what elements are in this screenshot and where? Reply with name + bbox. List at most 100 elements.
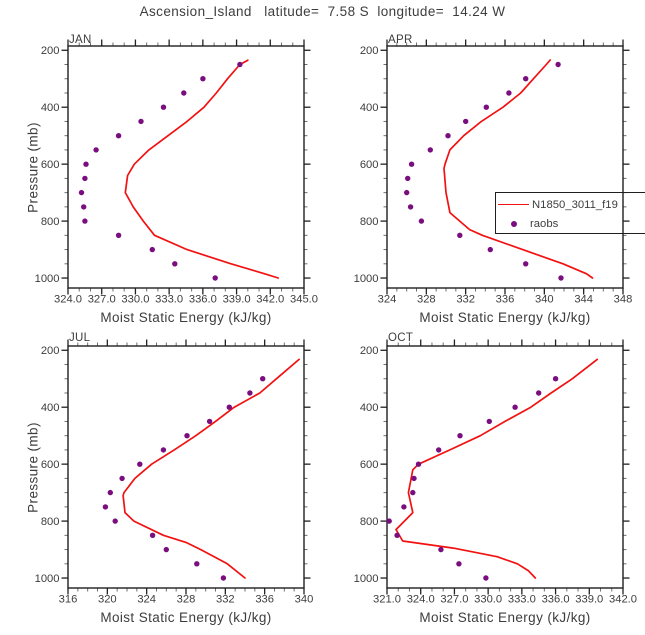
y-tick-label: 200 [360,45,379,57]
y-tick-label: 400 [41,102,60,114]
obs-dot [405,175,411,182]
obs-dot [160,447,167,453]
x-tick-label: 342.0 [609,594,637,606]
obs-dot [483,104,489,110]
x-tick-label: 348 [614,294,633,306]
x-tick-label: 328 [177,594,196,606]
y-tick-label: 600 [360,459,379,471]
x-tick-label: 320 [98,594,117,606]
obs-dot [523,261,529,267]
x-tick-label: 336 [255,594,274,606]
x-tick-label: 324 [137,594,156,606]
obs-dot [119,475,125,482]
obs-dot [401,504,407,510]
obs-dot [410,489,416,496]
obs-dot [438,546,444,553]
obs-dot [506,90,512,96]
obs-dot [427,147,433,153]
y-tick-label: 600 [360,159,379,171]
obs-dot [212,275,218,281]
obs-dot [260,376,266,382]
obs-dot [456,561,462,567]
x-tick-label: 332 [456,294,475,306]
x-tick-label: 333.0 [508,594,536,606]
x-tick-label: 336.0 [189,294,217,306]
obs-dot [107,489,114,496]
obs-dot [115,133,122,139]
legend-entry-raobs: raobs [496,214,645,233]
obs-dot [181,90,187,96]
x-tick-label: 339.0 [223,294,251,306]
obs-dot [237,61,243,68]
obs-dot [408,161,415,167]
obs-dot [523,76,529,82]
y-axis-title-bottom: Pressure (mb) [25,422,41,513]
x-tick-label: 332 [216,594,235,606]
obs-dot-sample-icon [511,220,517,227]
x-tick-label: 324 [378,294,397,306]
obs-dot [82,175,88,182]
obs-dot [487,246,493,253]
subplot-title-jan: JAN [69,34,92,46]
obs-dot [483,575,489,581]
x-tick-label: 333.0 [155,294,183,306]
obs-dot [82,218,88,224]
obs-dot [411,475,417,482]
obs-dot [536,390,542,396]
x-tick-label: 316 [59,594,78,606]
obs-dot [78,189,85,196]
obs-dot [112,518,118,524]
y-tick-label: 1000 [354,573,379,585]
y-tick-label: 400 [360,102,379,114]
model-line-oct [395,358,599,579]
obs-dot [407,204,414,210]
legend: N1850_3011_f19 raobs [495,192,645,234]
obs-dot [93,147,99,153]
subplot-jan: 324.0 327.0 330.0 333.0 336.0 339.0 342.0 345.0… [35,39,318,306]
obs-dot [386,518,392,524]
y-tick-label: 800 [41,516,60,528]
obs-dot [149,532,156,538]
x-axis-title-jan: Moist Static Energy (kJ/kg) [100,310,272,325]
obs-dot [226,404,232,410]
y-tick-label: 600 [41,459,60,471]
x-axis-title-oct: Moist Static Energy (kJ/kg) [419,610,591,625]
obs-dot [445,133,451,139]
y-tick-label: 1000 [35,273,60,285]
y-tick-label: 800 [360,216,379,228]
obs-dot [149,246,155,253]
y-tick-label: 400 [41,402,60,414]
model-line-jul [122,358,300,579]
x-tick-label: 328 [417,294,436,306]
figure-title: Ascension_Island latitude= 7.58 S longit… [139,4,506,19]
obs-dot [558,275,564,281]
y-tick-label: 1000 [354,273,379,285]
obs-dot [436,447,442,453]
subplot-title-apr: APR [388,34,413,46]
obs-dot [457,433,463,439]
x-tick-label: 345.0 [290,294,318,306]
subplot-title-jul: JUL [69,332,91,344]
obs-dot [418,218,425,224]
x-tick-label: 330.0 [474,594,502,606]
x-tick-label: 324.0 [407,594,435,606]
obs-dot [552,376,559,382]
subplot-apr: 324 328 332 336 340 344 348 200 400 600 800 1000 [354,39,633,306]
x-tick-label: 336.0 [542,594,570,606]
x-tick-label: 327.0 [440,594,468,606]
y-tick-label: 400 [360,402,379,414]
y-axis-title-top: Pressure (mb) [25,122,41,213]
legend-model-label: N1850_3011_f19 [532,198,618,211]
x-tick-label: 327.0 [88,294,116,306]
obs-dot [247,390,253,396]
x-tick-label: 339.0 [575,594,603,606]
model-line-sample-icon [498,204,529,205]
obs-dot [138,118,144,125]
obs-dot [102,504,109,510]
obs-dot [200,76,206,82]
x-tick-label: 330.0 [121,294,149,306]
x-tick-label: 324.0 [54,294,82,306]
model-line-jan [124,59,280,279]
